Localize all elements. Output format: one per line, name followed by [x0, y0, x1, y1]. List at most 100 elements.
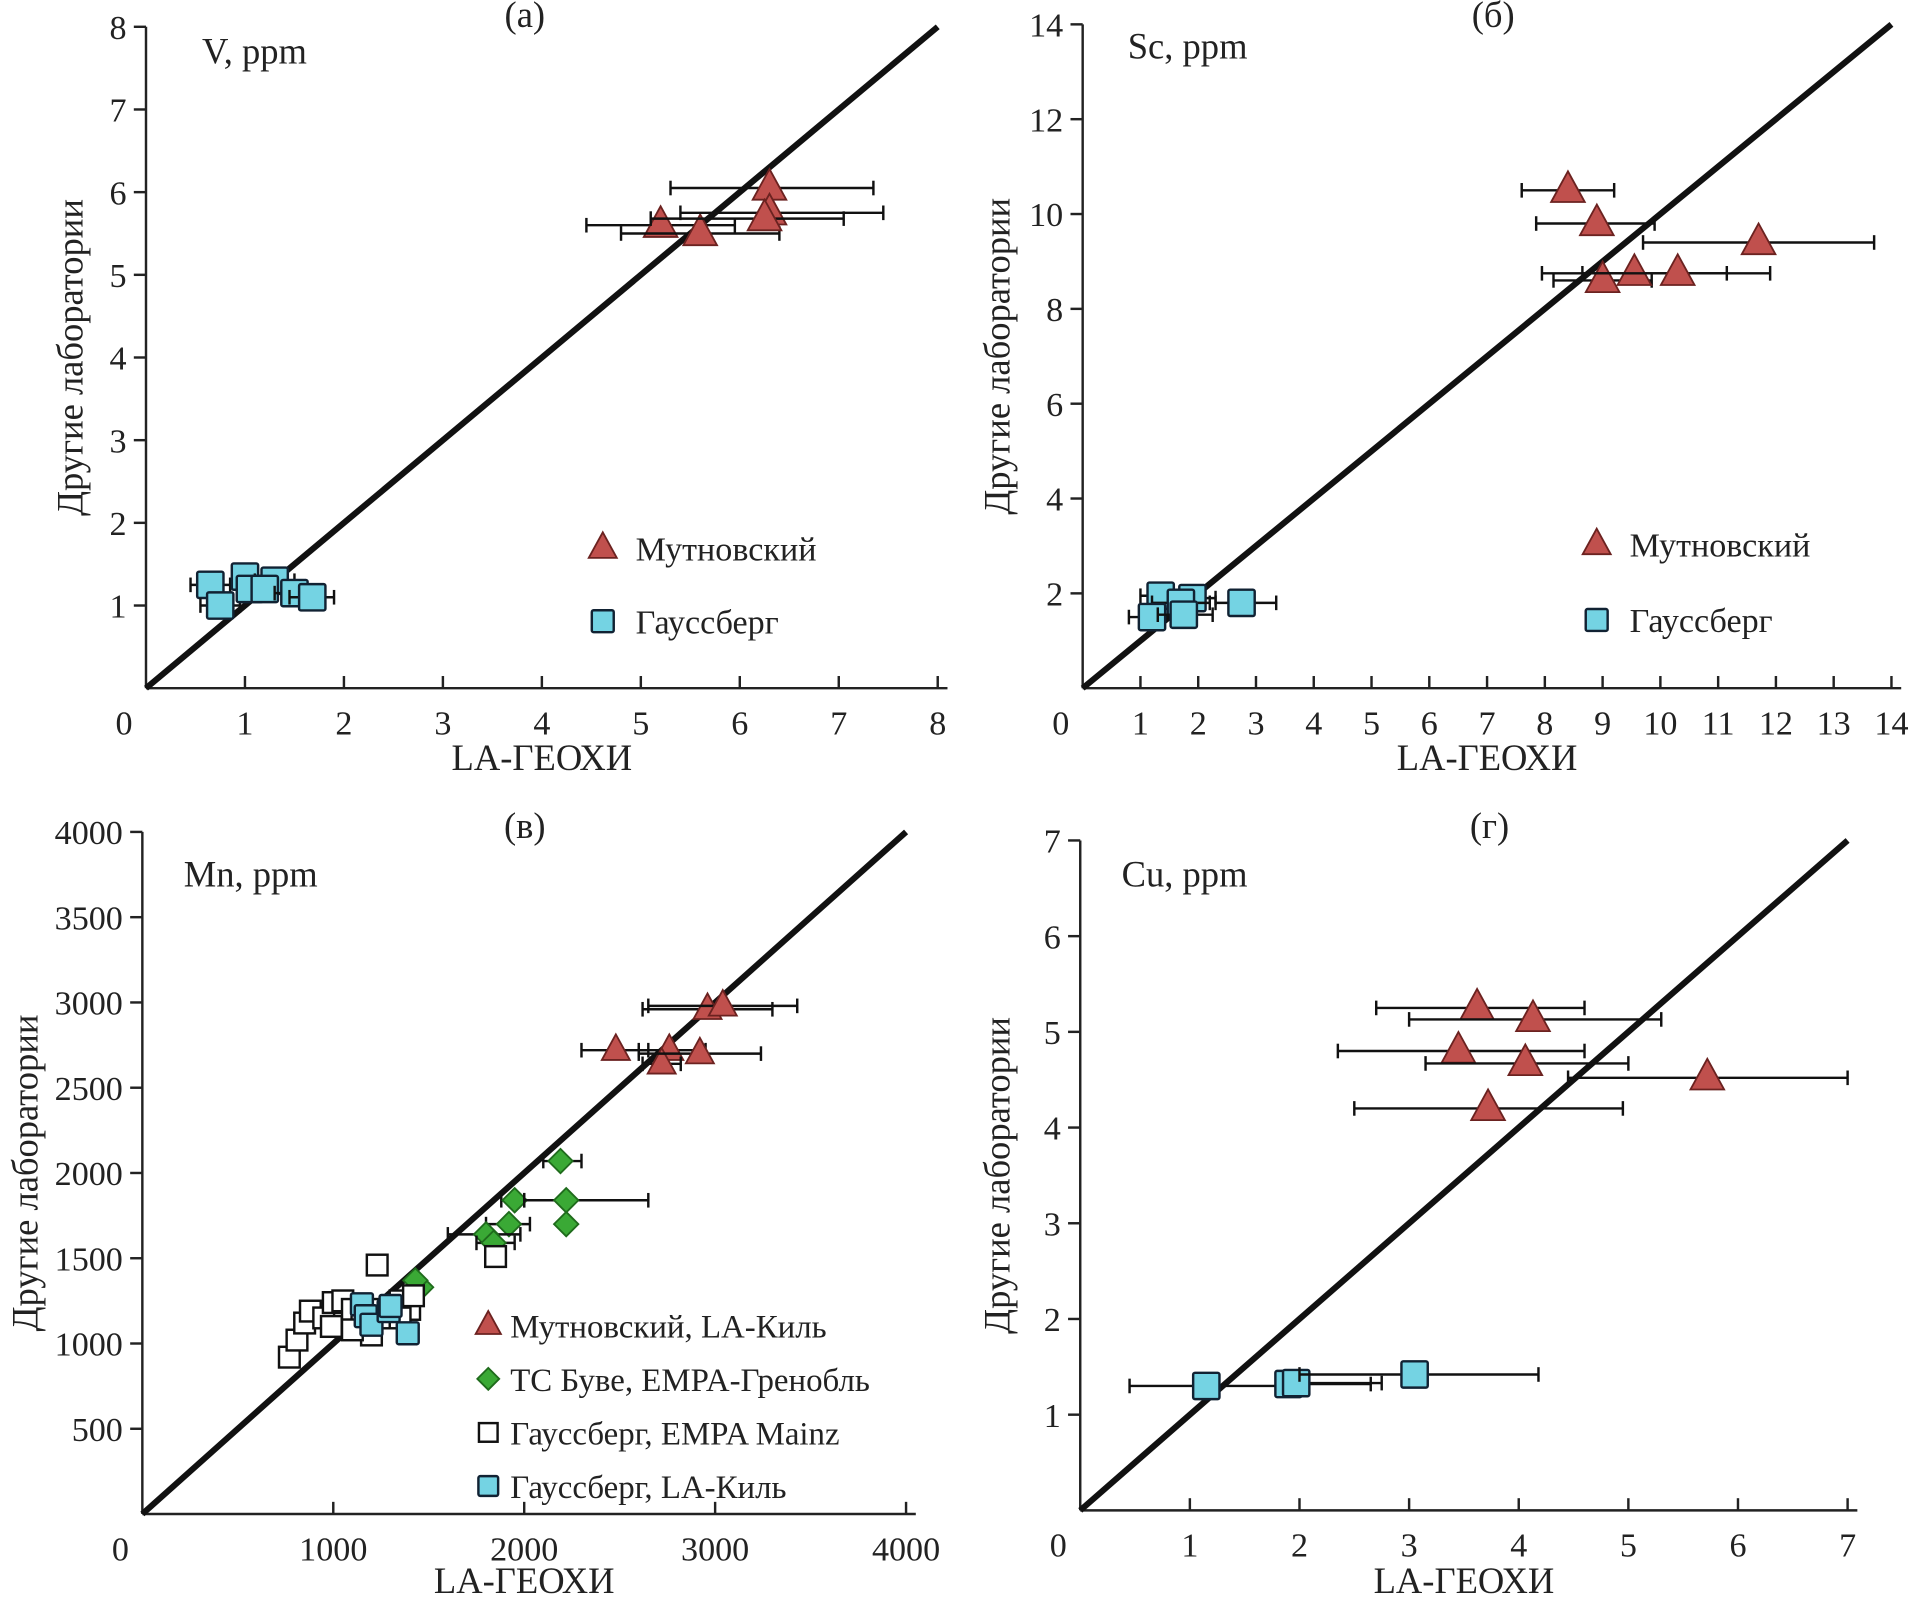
panel-label: (г)	[1470, 805, 1509, 846]
legend-entry: Гауссберг	[1584, 603, 1773, 640]
x-tick-label: 5	[632, 705, 649, 742]
open-square-marker	[319, 1314, 343, 1339]
square-marker	[1400, 1360, 1429, 1389]
legend-entry: Мутновский, LA-Киль	[474, 1309, 827, 1345]
square-marker	[1137, 602, 1167, 632]
triangle-marker	[1578, 202, 1616, 237]
series-1	[585, 167, 885, 247]
y-tick-label: 5	[109, 258, 126, 295]
x-tick-label: 7	[1479, 705, 1496, 742]
legend-entry: Гауссберг	[590, 604, 779, 641]
triangle-marker	[646, 1046, 678, 1075]
triangle-marker	[1514, 998, 1552, 1033]
diamond-marker	[495, 1210, 523, 1238]
y-tick-label: 14	[1029, 8, 1063, 45]
y-tick-label: 6	[109, 175, 126, 212]
y-tick-label: 2000	[55, 1156, 123, 1193]
legend-label: Мутновский	[1630, 528, 1811, 565]
panel-3: 0 1000 2000 3000 4000 500 1000 1500 2000 2500 3000…	[5, 805, 941, 1601]
square-marker	[1191, 1371, 1221, 1401]
legend-label: Мутновский, LA-Киль	[510, 1309, 826, 1345]
triangle-marker	[1584, 259, 1621, 294]
x-tick-label: 0	[116, 705, 133, 742]
legend-entry: ТС Буве, EMPA-Гренобль	[476, 1363, 870, 1399]
panel-label: (б)	[1472, 0, 1515, 35]
x-tick-label: 5	[1620, 1528, 1637, 1565]
y-tick-label: 10	[1029, 197, 1063, 234]
legend-label: Гауссберг, LA-Киль	[510, 1470, 786, 1506]
open-square-marker	[401, 1284, 426, 1308]
x-axis-label: LA-ГЕОХИ	[434, 1560, 615, 1601]
x-axis-label: LA-ГЕОХИ	[1397, 737, 1578, 778]
y-tick-label: 1000	[55, 1327, 123, 1364]
x-tick-label: 6	[1729, 1528, 1746, 1565]
legend-label: Мутновский	[636, 531, 817, 568]
x-tick-label: 0	[1052, 705, 1069, 742]
legend-entry: Мутновский	[587, 530, 817, 568]
series-1	[1520, 169, 1876, 294]
square-marker	[395, 1321, 420, 1346]
x-tick-label: 12	[1759, 705, 1793, 742]
diamond-marker	[552, 1186, 580, 1214]
square-marker	[1227, 588, 1256, 618]
open-square-marker	[477, 1421, 499, 1443]
y-tick-label: 2500	[55, 1071, 123, 1108]
square-marker	[205, 591, 235, 620]
series-2	[401, 1147, 650, 1301]
x-tick-label: 3000	[681, 1531, 749, 1568]
series-2	[1127, 581, 1278, 632]
legend-entry: Мутновский	[1581, 526, 1811, 565]
y-axis-label: Другие лаборатории	[977, 1017, 1018, 1334]
element-label: V, ppm	[202, 30, 307, 71]
y-axis-label: Другие лаборатории	[50, 199, 91, 516]
y-tick-label: 8	[1046, 292, 1063, 329]
x-tick-label: 2	[1291, 1528, 1308, 1565]
x-tick-label: 4	[533, 705, 550, 742]
x-tick-label: 14	[1874, 705, 1908, 742]
series-2	[1128, 1360, 1540, 1401]
x-axis-label: LA-ГЕОХИ	[1374, 1560, 1555, 1601]
series-1	[1336, 987, 1849, 1122]
y-axis-label: Другие лаборатории	[977, 198, 1018, 515]
triangle-marker	[1581, 526, 1613, 556]
x-tick-label: 4	[1305, 705, 1322, 742]
legend-label: ТС Буве, EMPA-Гренобль	[510, 1363, 870, 1399]
x-tick-label: 0	[1050, 1528, 1067, 1565]
y-tick-label: 3	[109, 423, 126, 460]
y-tick-label: 7	[1044, 824, 1061, 861]
legend-label: Гауссберг, EMPA Mainz	[510, 1417, 839, 1453]
triangle-marker	[1506, 1042, 1544, 1077]
triangle-marker	[600, 1032, 632, 1061]
x-tick-label: 1000	[299, 1531, 367, 1568]
x-tick-label: 2	[1190, 705, 1207, 742]
y-axis-label: Другие лаборатории	[5, 1015, 46, 1332]
x-tick-label: 0	[112, 1531, 129, 1568]
x-tick-label: 3	[1247, 705, 1264, 742]
x-tick-label: 8	[1536, 705, 1553, 742]
panel-1: 0 1 2 3 4 5 6 7 8 1 2 3 4 5 6 7 8 LA-ГЕОХИ Другие лаборато…	[50, 0, 948, 778]
y-tick-label: 6	[1044, 919, 1061, 956]
triangle-marker	[1549, 169, 1587, 203]
y-tick-label: 1500	[55, 1241, 123, 1278]
x-tick-label: 9	[1594, 705, 1611, 742]
triangle-marker	[746, 197, 783, 232]
series-1	[580, 988, 799, 1075]
one-to-one-line	[1080, 22, 1894, 691]
square-marker	[1281, 1368, 1311, 1398]
panel-label: (в)	[504, 805, 546, 846]
square-marker	[297, 582, 327, 612]
square-marker	[378, 1293, 403, 1319]
square-marker	[1169, 600, 1199, 630]
y-tick-label: 8	[109, 10, 126, 47]
diamond-marker	[552, 1210, 580, 1238]
x-tick-label: 10	[1643, 705, 1677, 742]
diamond-marker	[476, 1366, 501, 1392]
triangle-marker	[707, 988, 739, 1017]
triangle-marker	[1469, 1087, 1507, 1122]
y-tick-label: 4	[1046, 482, 1063, 519]
y-tick-label: 2	[1046, 577, 1063, 614]
x-tick-label: 7	[1839, 1528, 1856, 1565]
x-tick-label: 7	[830, 705, 847, 742]
x-tick-label: 13	[1817, 705, 1851, 742]
